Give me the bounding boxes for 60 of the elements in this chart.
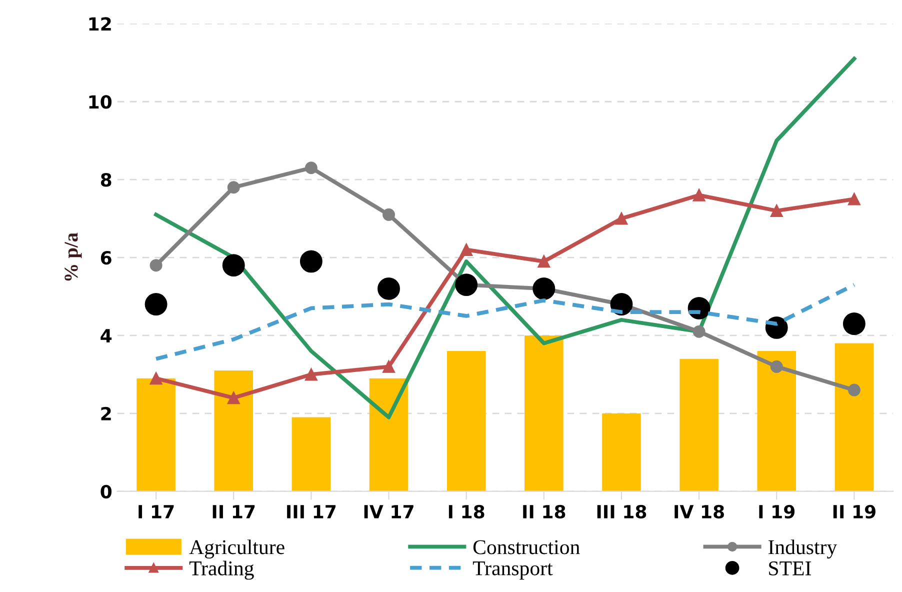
- point: [848, 384, 860, 396]
- bar: [446, 351, 486, 492]
- x-tick-label: III 17: [287, 505, 336, 518]
- x-tick-label: I 17: [138, 505, 174, 518]
- point: [378, 277, 400, 300]
- point: [300, 250, 322, 273]
- bar: [834, 343, 874, 492]
- y-tick-label: 12: [89, 17, 111, 31]
- x-tick-label: IV 17: [364, 505, 414, 518]
- bar: [757, 351, 796, 492]
- point: [304, 162, 318, 174]
- point: [848, 192, 860, 206]
- legend-label: Construction: [473, 540, 580, 554]
- bar: [602, 413, 641, 492]
- point: [532, 277, 556, 300]
- point: [692, 325, 706, 338]
- x-tick-label: II 19: [833, 504, 876, 519]
- legend-label: Industry: [768, 540, 838, 559]
- point: [455, 274, 478, 296]
- bar: [524, 335, 564, 492]
- x-tick-label: II 17: [212, 505, 255, 518]
- point: [382, 360, 396, 373]
- y-tick-label: 4: [100, 329, 112, 342]
- y-tick-label: 2: [101, 406, 111, 420]
- bar: [680, 358, 718, 492]
- x-tick-label: I 18: [448, 504, 484, 519]
- x-tick-label: I 19: [759, 504, 795, 519]
- x-tick-label: III 18: [597, 504, 646, 519]
- y-tick-label: 10: [89, 95, 112, 109]
- point: [227, 181, 240, 194]
- point: [222, 254, 245, 277]
- point: [460, 243, 473, 256]
- line-series: [154, 56, 856, 420]
- bar: [136, 378, 176, 492]
- point: [382, 208, 396, 221]
- bar: [214, 370, 254, 492]
- bar: [292, 417, 331, 492]
- bar: [369, 378, 408, 492]
- point: [842, 312, 866, 335]
- x-tick-label: II 18: [523, 504, 566, 519]
- legend-label: Trading: [189, 560, 254, 580]
- point: [150, 259, 162, 272]
- point: [692, 188, 706, 202]
- point: [304, 368, 318, 381]
- y-tick-label: 8: [100, 173, 112, 187]
- y-tick-label: 6: [100, 250, 112, 265]
- point: [770, 204, 783, 217]
- legend-label: Agriculture: [189, 540, 284, 559]
- y-tick-label: 0: [100, 484, 112, 498]
- point: [538, 255, 550, 268]
- point: [150, 372, 162, 385]
- legend-label: STEI: [769, 561, 811, 576]
- point: [770, 360, 783, 373]
- y-axis-title: % p/a: [64, 232, 82, 281]
- point: [227, 392, 240, 404]
- x-tick-label: IV 18: [674, 504, 724, 519]
- legend-label: Transport: [472, 561, 553, 580]
- point: [610, 293, 633, 316]
- point: [144, 293, 168, 316]
- point: [615, 212, 628, 225]
